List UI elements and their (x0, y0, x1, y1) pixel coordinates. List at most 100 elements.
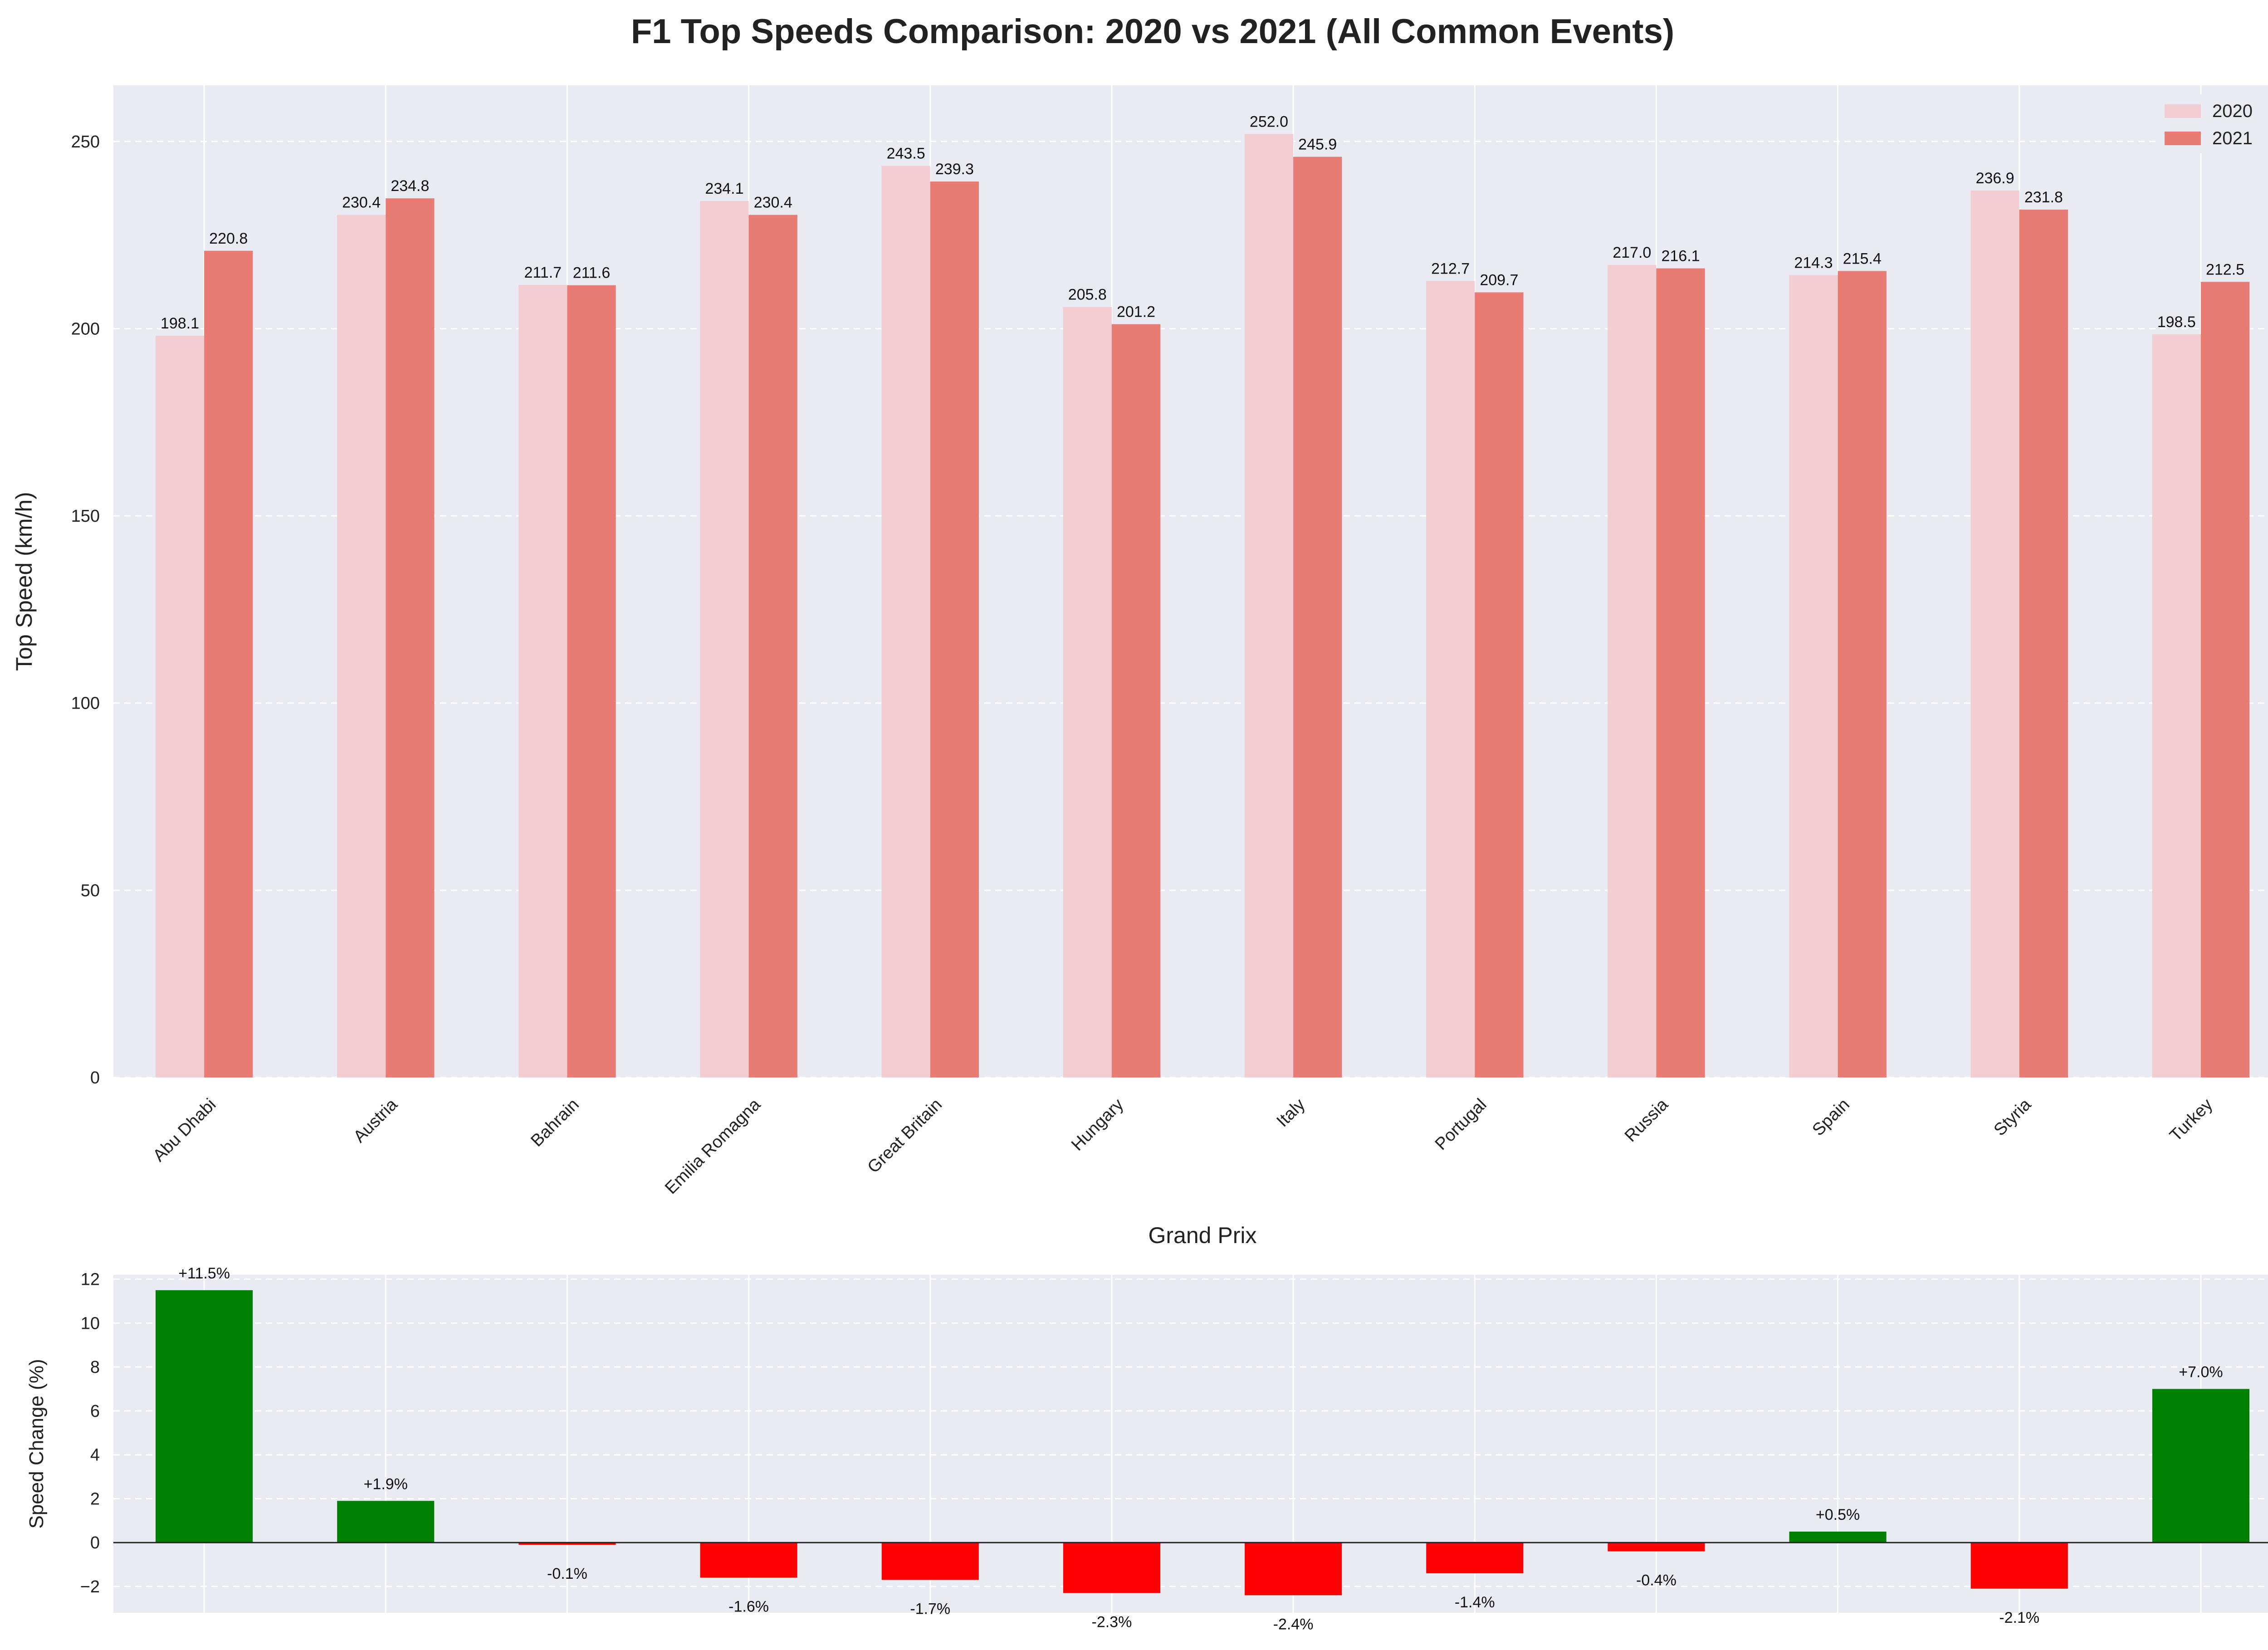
bottom-plot-background (113, 1275, 2268, 1613)
change-label-bahrain: -0.1% (547, 1565, 587, 1582)
bottom-y-tick-6: 6 (90, 1402, 100, 1421)
value-label-2020-styria: 236.9 (1976, 170, 2014, 187)
change-bar-emilia-romagna (700, 1542, 797, 1578)
change-label-hungary: -2.3% (1092, 1613, 1132, 1630)
value-label-2020-hungary: 205.8 (1068, 286, 1107, 304)
bar-2021-abu-dhabi (204, 250, 253, 1077)
change-bar-spain (1789, 1532, 1887, 1543)
top-y-axis-label: Top Speed (km/h) (11, 492, 37, 671)
change-bar-turkey (2152, 1389, 2249, 1543)
bar-2021-turkey (2200, 282, 2250, 1077)
bottom-value-labels: +11.5% +1.9% -0.1% -1.6% -1.7% -2.3% -2.4% -1.4… (178, 1265, 2223, 1633)
bottom-y-tick-12: 12 (81, 1270, 100, 1289)
bar-2021-italy (1293, 157, 1342, 1078)
value-label-2021-styria: 231.8 (2024, 189, 2063, 206)
value-label-2021-austria: 234.8 (391, 177, 429, 195)
change-label-portugal: -1.4% (1455, 1594, 1495, 1611)
value-label-2021-abu-dhabi: 220.8 (209, 230, 248, 247)
legend-label-2020: 2020 (2212, 101, 2253, 121)
bottom-y-tick-8: 8 (90, 1358, 100, 1377)
value-label-2020-turkey: 198.5 (2157, 313, 2196, 331)
change-bar-russia (1608, 1542, 1705, 1552)
value-label-2020-russia: 217.0 (1613, 244, 1651, 261)
bar-2020-emilia-romagna (700, 201, 749, 1077)
change-bar-abu-dhabi (156, 1290, 253, 1543)
bottom-y-tick--2: −2 (80, 1577, 100, 1596)
value-label-2021-great-britain: 239.3 (935, 161, 974, 178)
bar-2020-great-britain (881, 166, 930, 1078)
change-bar-bahrain (518, 1542, 616, 1545)
bar-2020-italy (1244, 134, 1294, 1077)
speed-change-chart: +11.5% +1.9% -0.1% -1.6% -1.7% -2.3% -2.4% -1.4… (25, 1265, 2268, 1633)
value-label-2021-bahrain: 211.6 (573, 264, 611, 282)
change-label-italy: -2.4% (1273, 1616, 1314, 1633)
bar-2021-great-britain (930, 181, 979, 1077)
legend-label-2021: 2021 (2212, 128, 2253, 148)
bar-2021-hungary (1111, 324, 1161, 1078)
bottom-y-tick-4: 4 (90, 1446, 100, 1465)
change-label-great-britain: -1.7% (910, 1600, 950, 1617)
top-y-tick-150: 150 (71, 507, 100, 526)
bottom-bars (156, 1290, 2249, 1596)
top-bars (155, 134, 2250, 1078)
value-label-2020-spain: 214.3 (1794, 254, 1833, 271)
change-label-abu-dhabi: +11.5% (178, 1265, 230, 1282)
change-label-spain: +0.5% (1816, 1506, 1860, 1523)
bar-2021-spain (1838, 271, 1887, 1078)
value-label-2021-russia: 216.1 (1661, 248, 1700, 265)
change-label-austria: +1.9% (364, 1475, 408, 1493)
bar-2020-abu-dhabi (155, 336, 205, 1078)
bar-2020-austria (337, 215, 386, 1078)
change-label-styria: -2.1% (1999, 1609, 2039, 1626)
top-x-axis-label: Grand Prix (1149, 1223, 1257, 1248)
top-plot-background (113, 85, 2268, 1077)
bottom-y-tick-10: 10 (81, 1314, 100, 1333)
change-bar-styria (1970, 1542, 2068, 1589)
value-label-2020-portugal: 212.7 (1431, 260, 1470, 278)
change-bar-great-britain (881, 1542, 979, 1580)
change-label-emilia-romagna: -1.6% (728, 1598, 769, 1616)
bottom-y-tick-0: 0 (90, 1533, 100, 1552)
value-label-2020-abu-dhabi: 198.1 (161, 315, 199, 332)
value-label-2021-turkey: 212.5 (2206, 261, 2244, 278)
bar-2020-bahrain (518, 284, 567, 1077)
value-label-2020-austria: 230.4 (342, 194, 381, 211)
bar-2020-russia (1608, 265, 1657, 1077)
bar-2021-russia (1656, 268, 1705, 1077)
bottom-y-tick-2: 2 (90, 1489, 100, 1508)
top-speed-chart: 198.1 220.8 230.4 234.8 211.7 211.6 234.1 230.4… (11, 85, 2268, 1248)
change-bar-austria (337, 1501, 435, 1543)
change-label-russia: -0.4% (1636, 1572, 1677, 1589)
value-label-2020-italy: 252.0 (1250, 113, 1288, 130)
bar-2020-portugal (1426, 281, 1475, 1077)
legend-swatch-2021 (2165, 132, 2201, 145)
top-y-tick-250: 250 (71, 132, 100, 152)
bar-2021-styria (2019, 209, 2068, 1078)
bottom-y-tick-labels: −2 0 2 4 6 8 10 12 (80, 1270, 100, 1596)
bar-2020-spain (1789, 275, 1838, 1078)
bar-2021-austria (386, 198, 435, 1077)
change-label-turkey: +7.0% (2179, 1364, 2223, 1381)
chart-title: F1 Top Speeds Comparison: 2020 vs 2021 (… (631, 12, 1674, 51)
top-y-tick-50: 50 (81, 881, 100, 900)
change-bar-hungary (1063, 1542, 1160, 1593)
bar-2020-hungary (1063, 307, 1112, 1077)
top-y-tick-100: 100 (71, 694, 100, 713)
top-y-tick-0: 0 (90, 1068, 100, 1087)
value-label-2020-bahrain: 211.7 (524, 264, 562, 281)
bar-2021-emilia-romagna (748, 215, 797, 1078)
value-label-2021-hungary: 201.2 (1117, 304, 1155, 321)
legend: 2020 2021 (2160, 94, 2268, 153)
change-bar-italy (1245, 1542, 1342, 1596)
bottom-y-axis-label: Speed Change (%) (25, 1359, 48, 1528)
value-label-2021-spain: 215.4 (1843, 250, 1882, 267)
legend-swatch-2020 (2165, 104, 2201, 118)
value-label-2021-emilia-romagna: 230.4 (754, 194, 792, 211)
value-label-2020-emilia-romagna: 234.1 (705, 180, 743, 197)
top-value-labels: 198.1 220.8 230.4 234.8 211.7 211.6 234.1 230.4… (161, 113, 2244, 332)
bar-2020-styria (1970, 190, 2019, 1077)
top-y-tick-labels: 0 50 100 150 200 250 (71, 132, 100, 1087)
bar-2021-bahrain (567, 285, 616, 1077)
